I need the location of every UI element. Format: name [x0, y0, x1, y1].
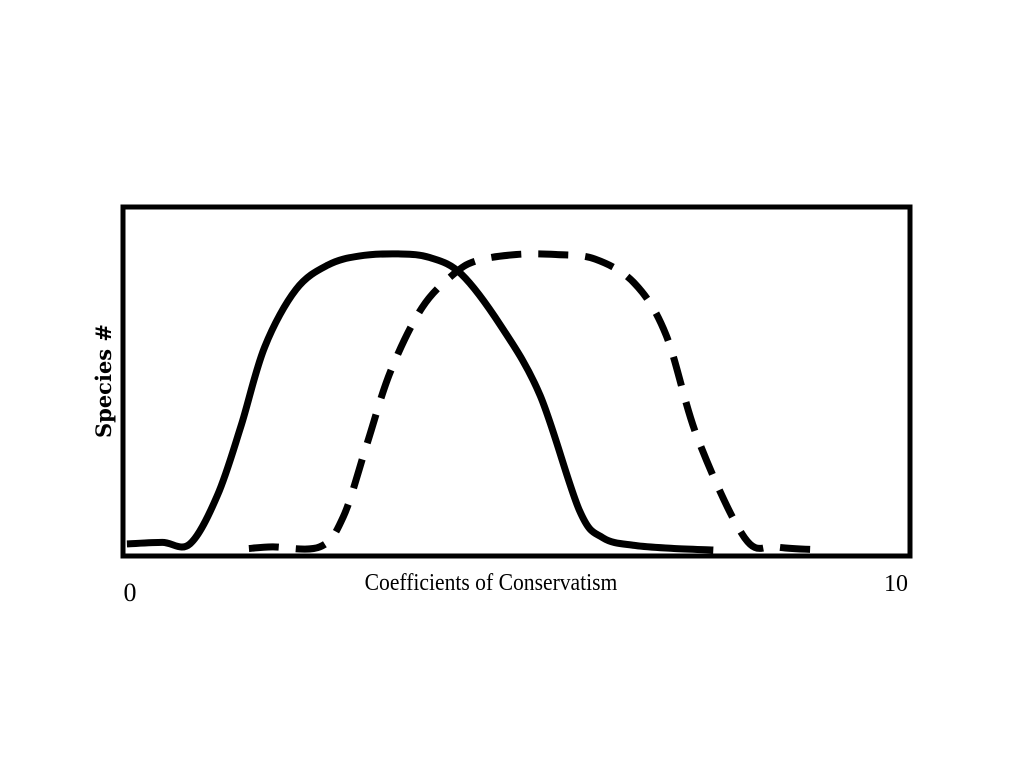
- x-axis-label: Coefficients of Conservatism: [365, 569, 618, 595]
- x-tick-label-max: 10: [884, 571, 908, 597]
- y-axis-label: Species #: [91, 324, 116, 438]
- plot-frame: [120, 204, 913, 559]
- series-line-solid: [126, 250, 714, 554]
- x-tick-label-min: 0: [124, 578, 137, 607]
- series-line-dashed: [248, 250, 824, 554]
- series-layer: [126, 250, 824, 554]
